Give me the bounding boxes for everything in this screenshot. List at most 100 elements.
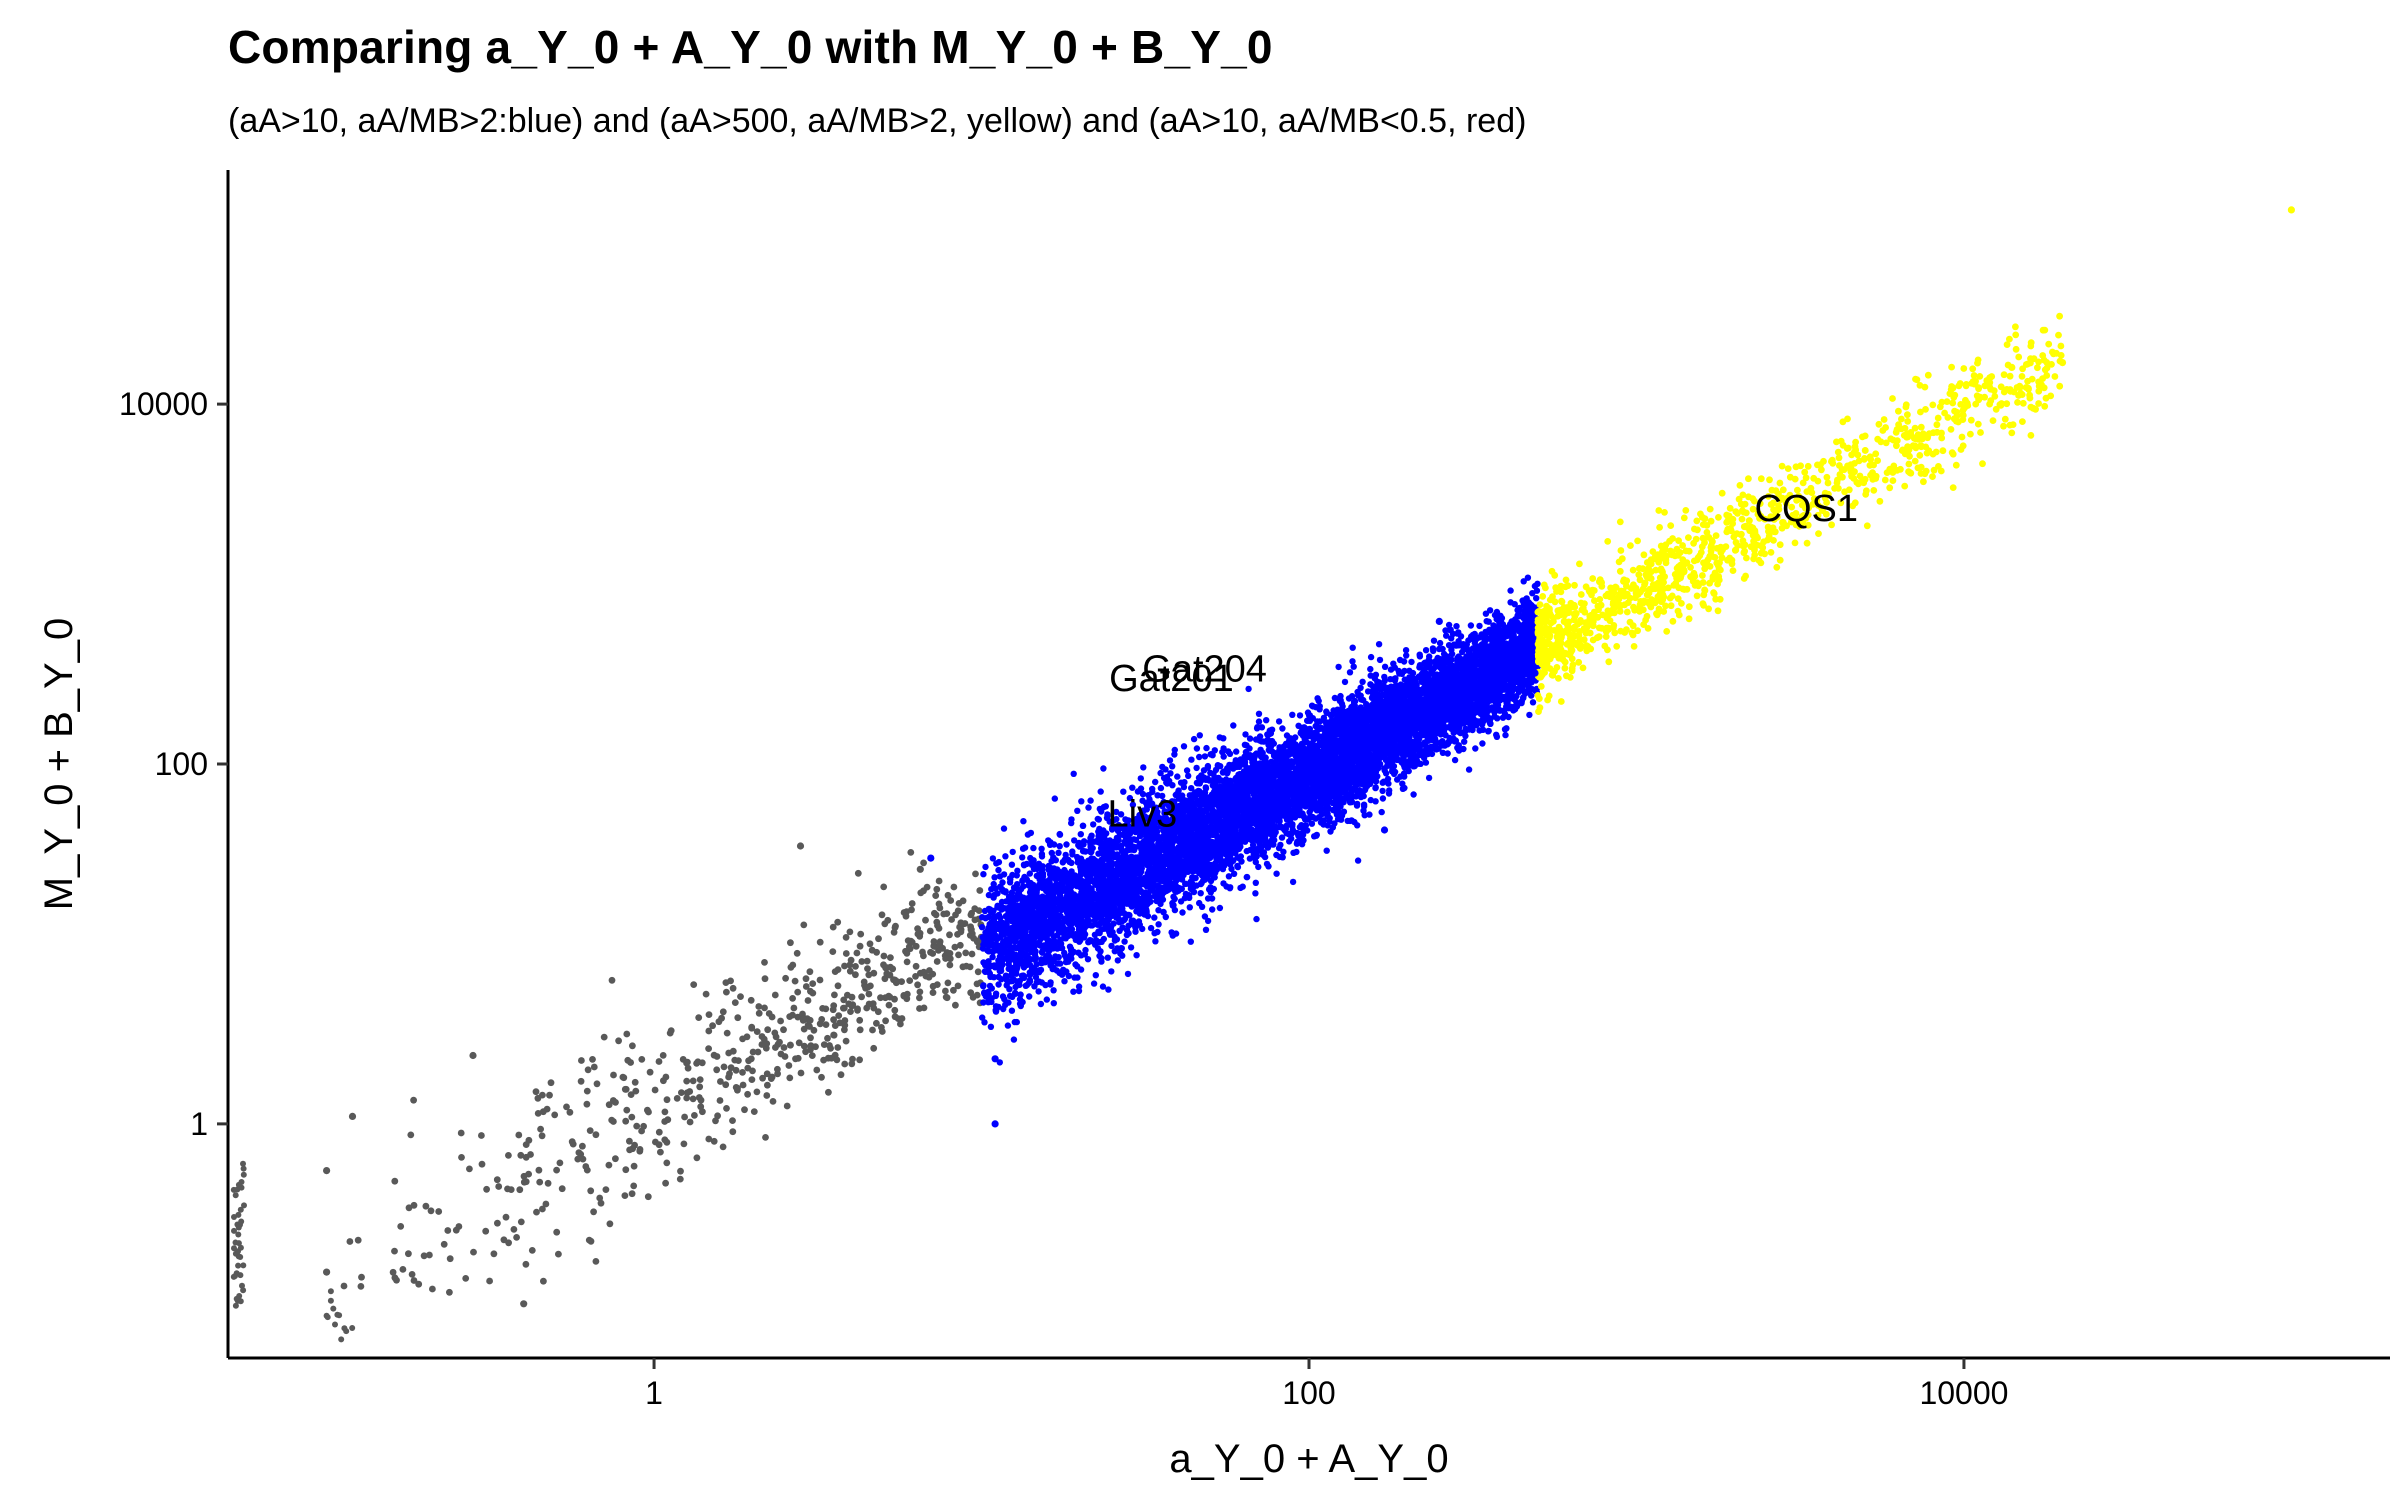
data-point	[1451, 756, 1459, 764]
data-point	[892, 922, 899, 930]
data-point	[1237, 853, 1245, 860]
data-point	[1378, 808, 1385, 816]
data-point	[336, 1312, 343, 1319]
data-point	[748, 1024, 756, 1032]
data-point	[626, 1137, 633, 1145]
data-point	[1187, 938, 1195, 945]
data-point	[528, 1247, 536, 1254]
data-point	[327, 1297, 334, 1304]
data-point	[621, 1085, 629, 1093]
data-point	[732, 1066, 740, 1074]
data-point	[646, 1068, 654, 1076]
data-point	[1379, 787, 1386, 795]
data-point	[916, 988, 924, 996]
data-point	[880, 952, 888, 960]
data-point	[1443, 632, 1450, 639]
data-point	[596, 1194, 604, 1202]
data-point	[943, 994, 951, 1002]
data-point	[589, 1056, 596, 1063]
data-point	[933, 981, 941, 988]
data-point	[238, 1218, 245, 1225]
data-point	[948, 916, 955, 923]
data-point	[579, 1155, 587, 1163]
data-point	[771, 1029, 779, 1037]
data-point	[864, 983, 872, 991]
data-point	[829, 923, 837, 931]
data-point	[906, 977, 914, 984]
data-point	[792, 1055, 799, 1063]
data-point	[532, 1088, 540, 1096]
data-point	[873, 1019, 880, 1027]
data-point	[787, 1041, 794, 1049]
data-point	[818, 1073, 825, 1081]
data-point	[1425, 774, 1433, 782]
data-point	[947, 897, 955, 904]
data-point	[458, 1154, 465, 1161]
data-point	[663, 1159, 671, 1167]
data-point	[828, 1054, 835, 1062]
data-point	[482, 1227, 490, 1235]
data-point	[830, 1002, 838, 1009]
data-point	[842, 950, 850, 957]
data-point	[822, 1021, 830, 1028]
data-point	[723, 1105, 730, 1112]
data-point	[804, 997, 812, 1004]
data-point	[1273, 870, 1280, 877]
data-point	[1381, 663, 1389, 670]
data-point	[1157, 784, 1165, 792]
data-point	[702, 990, 710, 998]
data-point	[782, 974, 789, 982]
data-point	[494, 1219, 501, 1227]
data-point	[727, 977, 734, 985]
data-point	[631, 1078, 639, 1086]
data-point	[1279, 725, 1286, 732]
data-point	[878, 911, 886, 919]
data-point	[575, 1149, 583, 1156]
data-point	[908, 900, 916, 907]
data-point	[847, 1008, 854, 1015]
data-point	[1217, 763, 1224, 770]
data-point	[865, 1000, 873, 1008]
data-point	[789, 1011, 796, 1019]
data-point	[600, 1033, 608, 1041]
data-point	[768, 1073, 776, 1081]
data-point	[980, 982, 987, 989]
data-point	[753, 1088, 761, 1096]
data-point	[536, 1178, 544, 1186]
data-point	[865, 990, 873, 998]
data-point	[886, 971, 894, 979]
data-point	[920, 968, 928, 976]
data-point	[1117, 811, 1125, 818]
data-point	[1179, 909, 1186, 916]
data-point	[584, 1066, 592, 1074]
data-point	[1207, 769, 1214, 777]
data-point	[623, 1106, 631, 1114]
data-point	[343, 1328, 350, 1335]
data-point	[540, 1277, 547, 1285]
data-point	[628, 1190, 636, 1198]
data-point	[1354, 857, 1362, 864]
data-point	[933, 885, 941, 893]
data-point	[415, 1280, 423, 1288]
data-point	[1088, 832, 1095, 839]
data-point	[691, 1112, 698, 1119]
data-point	[527, 1151, 534, 1158]
data-point	[729, 1128, 737, 1136]
data-point	[517, 1151, 525, 1159]
data-point	[664, 1116, 672, 1124]
data-point	[800, 921, 808, 929]
data-point	[1022, 921, 1029, 928]
data-point	[1102, 803, 1110, 810]
data-point	[586, 1127, 594, 1134]
data-point	[338, 1336, 345, 1343]
data-point	[676, 1175, 684, 1183]
data-point	[995, 981, 1002, 988]
data-point	[878, 1028, 886, 1035]
data-point	[1099, 983, 1107, 990]
data-point	[813, 1066, 821, 1074]
data-point	[1255, 863, 1262, 871]
data-point	[241, 1202, 247, 1209]
data-point	[495, 1183, 503, 1190]
data-point	[897, 1020, 904, 1028]
data-point	[486, 1277, 493, 1285]
